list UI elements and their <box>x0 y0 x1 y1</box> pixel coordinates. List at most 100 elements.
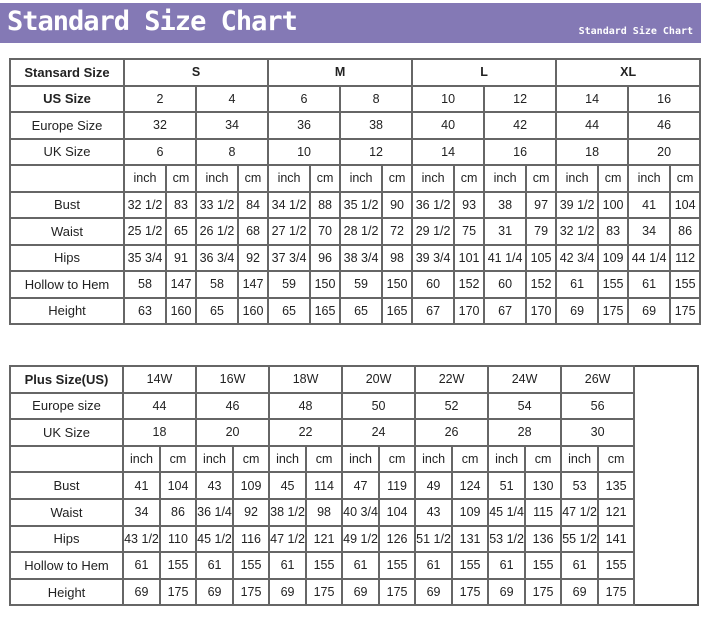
title-banner: Standard Size Chart Standard Size Chart <box>0 3 701 43</box>
measurement-row: Height 63 160 65 160 65 165 65 165 67 170 67 170 69 17… <box>9 296 701 325</box>
measurement-cell: 155 <box>524 551 563 580</box>
row-label: Hollow to Hem <box>9 270 125 299</box>
measurement-cell: 119 <box>378 471 417 500</box>
measurement-cell: 147 <box>165 270 197 299</box>
measurement-row: Waist 34 86 36 1/4 92 38 1/2 98 40 3/4 104 43 109 4… <box>9 497 698 527</box>
row-label: Height <box>9 577 124 607</box>
measurement-cell: 175 <box>378 577 417 607</box>
measurement-cell: 112 <box>669 243 701 272</box>
measurement-cell: 35 3/4 <box>123 243 167 272</box>
uk-size-cell: 22 <box>268 418 344 447</box>
measurement-cell: 41 <box>627 190 672 219</box>
measurement-cell: 69 <box>414 577 454 607</box>
measurement-cell: 141 <box>597 524 636 554</box>
measurement-cell: 152 <box>525 270 558 299</box>
measurement-cell: 27 1/2 <box>267 217 312 246</box>
measurement-cell: 160 <box>165 296 197 325</box>
row-label: Bust <box>9 471 124 500</box>
measurement-cell: 69 <box>268 577 308 607</box>
measurement-cell: 45 <box>268 471 308 500</box>
measurement-cell: 43 <box>414 497 454 527</box>
header-label: Stansard Size <box>9 58 125 87</box>
us-size-cell: 4 <box>194 84 270 113</box>
measurement-cell: 61 <box>555 270 600 299</box>
size-group-header: XL <box>555 58 701 87</box>
empty-column <box>633 366 699 606</box>
measurement-cell: 61 <box>560 551 600 580</box>
unit-header: cm <box>305 444 344 474</box>
measurement-cell: 60 <box>411 270 456 299</box>
measurement-cell: 109 <box>232 471 271 500</box>
unit-header: cm <box>236 164 270 193</box>
measurement-cell: 175 <box>597 296 630 325</box>
measurement-cell: 26 1/2 <box>195 217 239 246</box>
row-label: UK Size <box>9 418 124 447</box>
europe-size-cell: 42 <box>483 111 558 140</box>
measurement-cell: 40 3/4 <box>341 497 381 527</box>
measurement-cell: 115 <box>524 497 563 527</box>
measurement-row: Waist 25 1/2 65 26 1/2 68 27 1/2 70 28 1/2 72 29 … <box>9 217 701 246</box>
europe-size-cell: 44 <box>121 391 198 421</box>
measurement-cell: 34 1/2 <box>267 190 312 219</box>
measurement-cell: 83 <box>165 190 197 219</box>
measurement-cell: 135 <box>597 471 636 500</box>
unit-header: inch <box>555 164 600 193</box>
measurement-cell: 101 <box>453 243 486 272</box>
measurement-cell: 34 <box>122 497 161 527</box>
unit-row: inch cm inch cm inch cm inch cm inch cm inch cm inch… <box>9 444 698 474</box>
plus-size-header: 22W <box>414 365 490 394</box>
unit-header: inch <box>195 164 239 193</box>
measurement-cell: 152 <box>453 270 486 299</box>
measurement-cell: 114 <box>305 471 344 500</box>
measurement-cell: 36 1/4 <box>195 497 235 527</box>
measurement-cell: 170 <box>453 296 486 325</box>
unit-header: inch <box>122 444 161 474</box>
measurement-cell: 39 1/2 <box>555 190 600 219</box>
us-size-cell: 10 <box>411 84 486 113</box>
measurement-cell: 155 <box>305 551 344 580</box>
measurement-cell: 35 1/2 <box>339 190 384 219</box>
measurement-cell: 75 <box>453 217 486 246</box>
measurement-cell: 110 <box>158 524 198 554</box>
row-label: Waist <box>9 497 124 527</box>
unit-header: inch <box>483 164 528 193</box>
measurement-cell: 38 <box>483 190 528 219</box>
measurement-cell: 69 <box>555 296 600 325</box>
measurement-cell: 175 <box>232 577 271 607</box>
measurement-cell: 43 <box>195 471 235 500</box>
us-size-cell: 6 <box>267 84 342 113</box>
europe-size-row: Europe size 44 46 48 50 52 54 56 <box>9 391 698 421</box>
blank-cell <box>9 164 125 193</box>
europe-size-cell: 46 <box>627 111 701 140</box>
uk-size-cell: 24 <box>341 418 417 447</box>
measurement-row: Height 69 175 69 175 69 175 69 175 69 175 69 175 69 17… <box>9 577 698 607</box>
measurement-cell: 36 1/2 <box>411 190 456 219</box>
chart-subtitle: Standard Size Chart <box>578 26 693 37</box>
uk-size-cell: 26 <box>414 418 490 447</box>
measurement-cell: 41 <box>122 471 161 500</box>
measurement-cell: 155 <box>378 551 417 580</box>
uk-size-row: UK Size 18 20 22 24 26 28 30 <box>9 418 698 447</box>
uk-size-cell: 8 <box>194 137 270 166</box>
measurement-cell: 47 1/2 <box>268 524 308 554</box>
row-label: Hips <box>9 243 125 272</box>
row-label: Waist <box>9 217 125 246</box>
measurement-cell: 100 <box>597 190 630 219</box>
measurement-cell: 61 <box>414 551 454 580</box>
us-size-cell: 8 <box>339 84 414 113</box>
measurement-cell: 31 <box>483 217 528 246</box>
measurement-cell: 83 <box>597 217 630 246</box>
measurement-cell: 165 <box>309 296 342 325</box>
measurement-cell: 63 <box>123 296 167 325</box>
measurement-row: Bust 32 1/2 83 33 1/2 84 34 1/2 88 35 1/2 90 36 1… <box>9 190 701 219</box>
measurement-row: Hips 43 1/2 110 45 1/2 116 47 1/2 121 49 1/2 126… <box>9 524 698 554</box>
measurement-cell: 88 <box>309 190 342 219</box>
measurement-cell: 58 <box>123 270 167 299</box>
measurement-cell: 53 1/2 <box>487 524 527 554</box>
measurement-cell: 104 <box>158 471 198 500</box>
measurement-cell: 79 <box>525 217 558 246</box>
measurement-cell: 39 3/4 <box>411 243 456 272</box>
size-group-header: L <box>411 58 558 87</box>
plus-size-header: 24W <box>487 365 563 394</box>
measurement-cell: 38 3/4 <box>339 243 384 272</box>
